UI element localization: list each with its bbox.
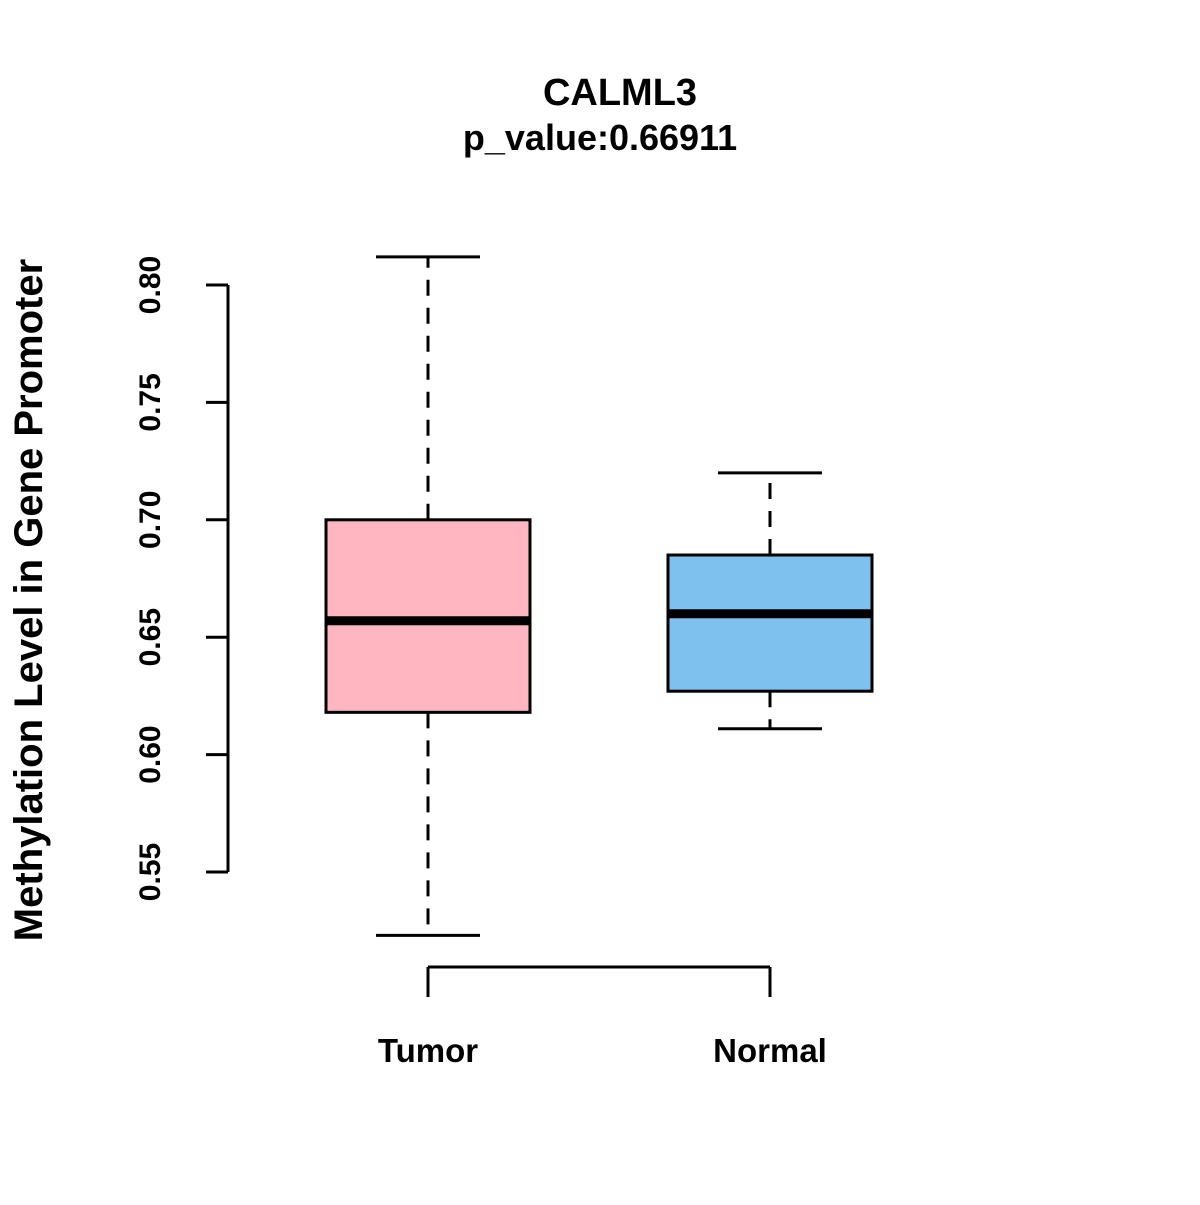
y-tick-label: 0.75 — [134, 373, 167, 431]
y-axis-label: Methylation Level in Gene Promoter — [7, 259, 51, 941]
normal-category-label: Normal — [713, 1032, 827, 1069]
chart-subtitle: p_value:0.66911 — [463, 117, 737, 158]
chart-title: CALML3 — [543, 72, 697, 114]
y-tick-label: 0.80 — [134, 256, 167, 314]
normal-box — [666, 553, 874, 693]
tumor-category-label: Tumor — [378, 1032, 478, 1069]
y-tick-label: 0.70 — [134, 491, 167, 549]
plot-area: 0.55 0.60 0.65 0.70 0.75 0.80 Tumor Normal — [134, 255, 874, 1069]
tumor-box — [324, 518, 532, 714]
y-tick-label: 0.65 — [134, 608, 167, 666]
y-tick-label: 0.55 — [134, 843, 167, 901]
y-tick-label: 0.60 — [134, 725, 167, 783]
